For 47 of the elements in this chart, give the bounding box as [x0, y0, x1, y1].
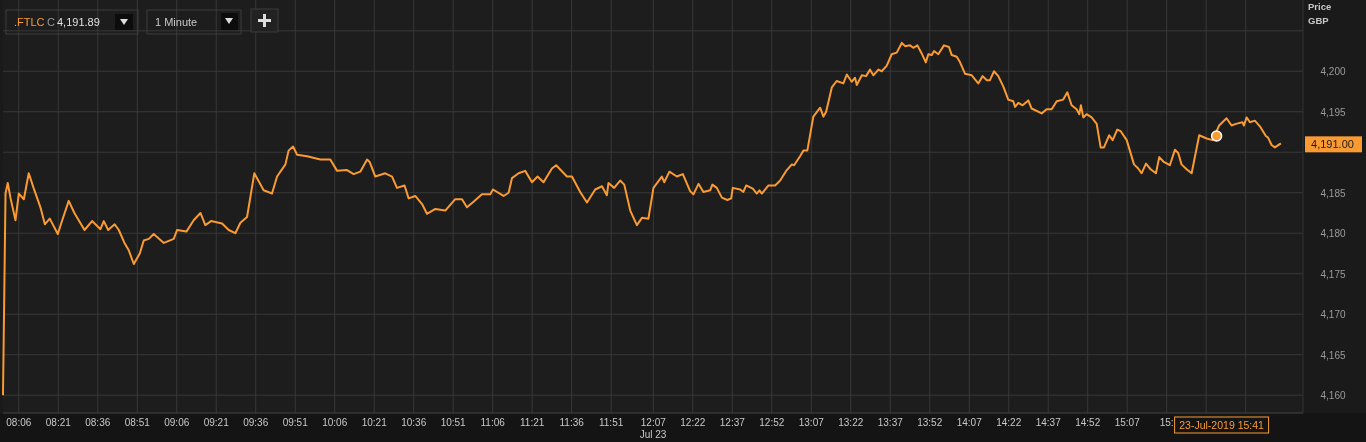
- text: Jul 23: [639, 429, 667, 440]
- x-tick-label: 14:07: [956, 417, 983, 428]
- annotation: 4,191.89: [57, 16, 100, 28]
- x-tick-label: 10:36: [401, 417, 427, 428]
- x-tick-label: 13:37: [877, 417, 904, 428]
- x-tick-label: 10:21: [361, 417, 388, 428]
- y-tick-label: 4,160: [1320, 390, 1346, 402]
- x-tick-label: 11:51: [598, 417, 624, 428]
- x-tick-label: 08:21: [45, 417, 72, 428]
- line-series: [2, 41, 1282, 397]
- x-tick-label: 09:51: [282, 417, 309, 428]
- y-tick-label: 4,180: [1320, 228, 1346, 240]
- x-tick-label: 14:22: [996, 417, 1022, 428]
- x-tick-label: 10:51: [440, 417, 467, 428]
- x-tick-label: 12:07: [640, 417, 667, 428]
- y-axis-title: Price GBP: [1308, 1, 1332, 26]
- y-tick-label: 4,185: [1320, 187, 1346, 199]
- x-tick-label: 13:52: [917, 417, 943, 428]
- x-tick-label: 08:36: [85, 417, 111, 428]
- x-tick-label: 11:06: [480, 417, 506, 428]
- x-tick-label: 10:06: [322, 417, 348, 428]
- x-tick-label: 11:21: [520, 417, 545, 428]
- x-tick-label: 09:21: [203, 417, 230, 428]
- x-tick-label: 08:06: [6, 417, 32, 428]
- x-tick-label: 08:51: [124, 417, 151, 428]
- y-tick-label: 4,170: [1320, 309, 1346, 321]
- annotation: C: [47, 16, 55, 28]
- x-tick-label: 15:07: [1114, 417, 1141, 428]
- x-tick-label: 11:36: [559, 417, 585, 428]
- x-tick-label: 14:37: [1035, 417, 1062, 428]
- y-tick-label: 4,200: [1320, 66, 1346, 78]
- annotation: 1 Minute: [155, 16, 198, 28]
- y-tick-label: 4,175: [1320, 268, 1346, 280]
- y-tick-label: 4,165: [1320, 349, 1346, 361]
- x-tick-label: 09:06: [164, 417, 190, 428]
- x-tick-label: 13:22: [838, 417, 864, 428]
- text: .FTLC: [14, 16, 45, 28]
- x-tick-label: 12:37: [719, 417, 746, 428]
- x-tick-label: 12:22: [680, 417, 706, 428]
- y-tick-label: 4,195: [1320, 106, 1346, 118]
- text: 23-Jul-2019 15:41: [1179, 419, 1265, 431]
- x-tick-label: 09:36: [243, 417, 269, 428]
- x-tick-label: 12:52: [759, 417, 785, 428]
- x-tick-label: 13:07: [798, 417, 825, 428]
- x-tick-label: 14:52: [1075, 417, 1101, 428]
- text: 4,191.00: [1311, 138, 1354, 151]
- x-tick-label: 15:: [1159, 417, 1174, 428]
